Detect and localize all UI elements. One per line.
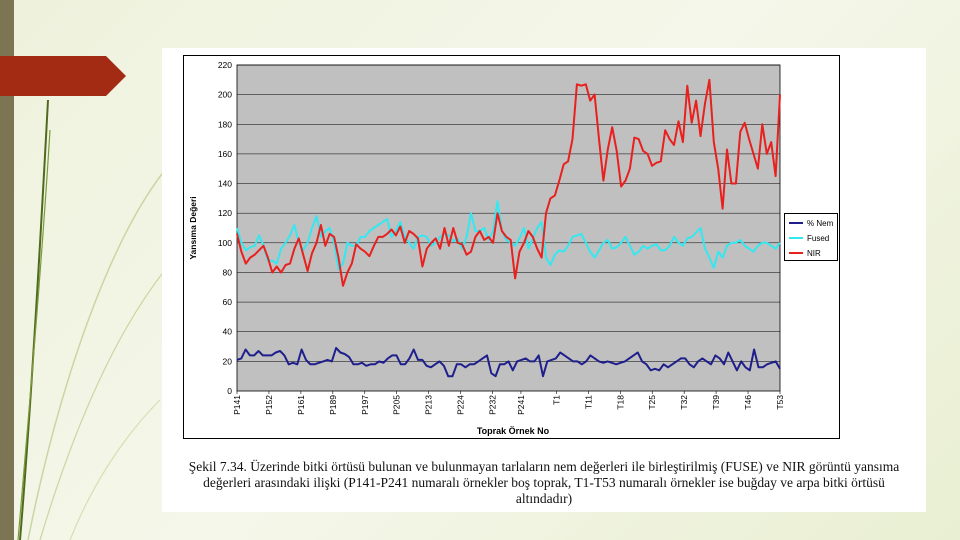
x-tick-label: P205 <box>392 395 402 415</box>
legend-label-nir: NIR <box>807 248 821 258</box>
x-tick-label: P241 <box>516 395 526 415</box>
legend-swatch-nir <box>789 252 803 254</box>
x-tick-label: T25 <box>647 395 657 410</box>
legend-item-fused: Fused <box>789 232 829 244</box>
y-tick-label: 140 <box>218 179 232 189</box>
series-line-nem <box>236 347 781 378</box>
x-axis-title: Toprak Örnek No <box>477 426 550 436</box>
y-tick-label: 200 <box>218 90 232 100</box>
figure-caption: Şekil 7.34. Üzerinde bitki örtüsü buluna… <box>166 459 922 507</box>
x-tick-label: P161 <box>296 395 306 415</box>
x-tick-label: T1 <box>551 395 561 405</box>
y-tick-label: 60 <box>223 297 233 307</box>
legend-label-nem: % Nem <box>807 218 834 228</box>
decorative-curve-4 <box>39 269 166 540</box>
y-tick-label: 180 <box>218 119 232 129</box>
x-tick-label: P189 <box>328 395 338 415</box>
legend-swatch-fused <box>789 237 803 239</box>
line-chart: 0 20 40 60 80 100 120 140 160 180 200 220 P141 P152 P… <box>188 60 785 436</box>
plot-area <box>236 64 781 392</box>
section-arrow-tab <box>0 56 126 96</box>
y-tick-label: 160 <box>218 149 232 159</box>
chart-legend: % Nem Fused NIR <box>784 213 838 261</box>
x-tick-label: T32 <box>679 395 689 410</box>
legend-label-fused: Fused <box>807 233 830 243</box>
x-tick-label: T11 <box>583 395 593 409</box>
x-tick-label: P232 <box>488 395 498 415</box>
series-line-fused <box>236 200 781 271</box>
slide-left-bar <box>0 0 14 540</box>
legend-swatch-nem <box>789 222 803 224</box>
y-tick-label: 20 <box>223 356 233 366</box>
decorative-curve-5 <box>69 399 161 540</box>
y-tick-label: 80 <box>223 267 233 277</box>
y-tick-label: 40 <box>223 327 233 337</box>
x-tick-label: T53 <box>775 395 785 410</box>
y-tick-label: 0 <box>227 386 232 396</box>
x-tick-label: T18 <box>615 395 625 410</box>
caption-line-2: değerleri arasındaki ilişki (P141-P241 n… <box>203 475 885 490</box>
caption-line-1: Şekil 7.34. Üzerinde bitki örtüsü buluna… <box>188 459 900 474</box>
caption-line-3: altındadır) <box>515 491 573 506</box>
x-tick-label: P213 <box>424 395 434 415</box>
x-tick-label: P224 <box>456 395 466 415</box>
decorative-curve-2 <box>17 129 51 540</box>
y-axis-title: Yansıma Değeri <box>188 196 198 259</box>
y-tick-label: 100 <box>218 238 232 248</box>
x-tick-label: P141 <box>232 395 242 415</box>
x-tick-label: P152 <box>264 395 274 415</box>
x-tick-label: T39 <box>711 395 721 410</box>
x-tick-label: P197 <box>360 395 370 415</box>
y-tick-label: 220 <box>218 60 232 70</box>
x-tick-label: T46 <box>743 395 753 410</box>
legend-item-nir: NIR <box>789 247 821 259</box>
legend-item-nem: % Nem <box>789 217 833 229</box>
decorative-curves <box>17 99 166 540</box>
series-line-nir <box>236 78 781 287</box>
y-tick-label: 120 <box>218 208 232 218</box>
decorative-curve-3 <box>27 169 166 540</box>
